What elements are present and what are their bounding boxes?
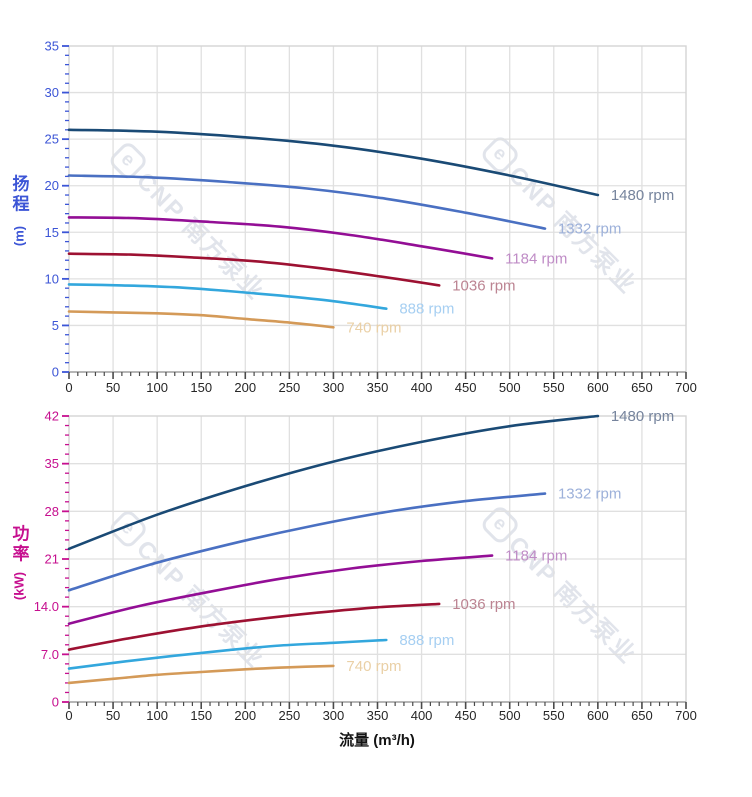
x-axis: 0 50 100 150 200 250 300 350 400 450 500 550 600 650 7…	[65, 702, 697, 723]
y-tick-label: 21	[45, 552, 59, 567]
curve-label-1480rpm: 1480 rpm	[611, 187, 674, 204]
x-tick-label: 100	[146, 380, 168, 395]
curve-740rpm	[67, 664, 335, 685]
curve-label-1332rpm: 1332 rpm	[558, 221, 621, 238]
curve-label-1036rpm: 1036 rpm	[452, 277, 515, 294]
curve-label-1036rpm: 1036 rpm	[452, 596, 515, 613]
x-tick-label: 500	[499, 708, 521, 723]
curve-1184rpm	[67, 554, 494, 625]
power-axis-title-text: 功率	[9, 524, 29, 565]
curve-1036rpm	[67, 602, 441, 651]
power-axis-title: 功率 (kW)	[4, 524, 34, 601]
x-tick-label: 150	[190, 380, 212, 395]
x-tick-label: 700	[675, 380, 697, 395]
curve-888rpm	[67, 638, 388, 670]
x-tick-label: 600	[587, 708, 609, 723]
head-axis-title-text: 扬程	[9, 174, 29, 215]
chart-power: 0 50 100 150 200 250 300 350 400 450 500 550 600 650 7…	[34, 408, 697, 723]
x-tick-label: 0	[65, 380, 72, 395]
x-tick-label: 600	[587, 380, 609, 395]
x-tick-label: 700	[675, 708, 697, 723]
curve-label-1184rpm: 1184 rpm	[505, 250, 567, 267]
x-axis: 0 50 100 150 200 250 300 350 400 450 500 550 600 650 7…	[65, 372, 697, 395]
curve-1332rpm	[67, 492, 547, 592]
x-tick-label: 250	[279, 380, 301, 395]
x-tick-label: 50	[106, 380, 120, 395]
curve-label-740rpm: 740 rpm	[346, 319, 401, 336]
x-tick-label: 100	[146, 708, 168, 723]
power-axis-title-unit: (kW)	[11, 571, 27, 601]
x-tick-label: 550	[543, 708, 565, 723]
x-tick-label: 350	[367, 380, 389, 395]
x-tick-label: 550	[543, 380, 565, 395]
flow-axis-title: 流量 (m³/h)	[339, 732, 415, 749]
y-tick-label: 15	[45, 225, 59, 240]
curve-1480rpm	[67, 414, 600, 551]
y-tick-label: 10	[45, 271, 59, 286]
x-tick-label: 150	[190, 708, 212, 723]
y-tick-label: 7.0	[41, 647, 59, 662]
y-tick-label: 14.0	[34, 599, 59, 614]
y-tick-label: 42	[45, 409, 59, 424]
curve-label-740rpm: 740 rpm	[346, 658, 401, 675]
curve-1184rpm	[67, 216, 494, 260]
y-tick-label: 20	[45, 178, 59, 193]
y-tick-label: 25	[45, 132, 59, 147]
x-tick-label: 250	[279, 708, 301, 723]
y-tick-label: 5	[52, 318, 59, 333]
curve-888rpm	[67, 283, 388, 310]
y-tick-label: 0	[52, 695, 59, 710]
curve-label-1332rpm: 1332 rpm	[558, 486, 621, 503]
gridlines	[69, 46, 686, 372]
curve-label-888rpm: 888 rpm	[399, 301, 454, 318]
x-tick-label: 450	[455, 708, 477, 723]
curve-1480rpm	[67, 128, 600, 197]
x-tick-label: 0	[65, 708, 72, 723]
x-tick-label: 450	[455, 380, 477, 395]
x-tick-label: 50	[106, 708, 120, 723]
x-tick-label: 200	[234, 380, 256, 395]
y-tick-label: 0	[52, 365, 59, 380]
gridlines	[69, 416, 686, 702]
x-tick-label: 300	[323, 708, 345, 723]
y-tick-label: 30	[45, 85, 59, 100]
curve-label-1480rpm: 1480 rpm	[611, 408, 674, 425]
chart-head: 0 50 100 150 200 250 300 350 400 450 500 550 600 650 7…	[45, 39, 697, 396]
y-axis: 0 5 10 15 20 25 30 35	[45, 39, 69, 380]
curve-1036rpm	[67, 252, 441, 287]
curve-740rpm	[67, 310, 335, 329]
x-tick-label: 650	[631, 708, 653, 723]
head-axis-title-unit: (m)	[11, 225, 27, 247]
y-axis: 0 7.0 14.0 21 28 35 42	[34, 409, 69, 710]
curve-label-1184rpm: 1184 rpm	[505, 548, 567, 565]
y-tick-label: 35	[45, 456, 59, 471]
y-tick-label: 35	[45, 39, 59, 54]
x-tick-label: 500	[499, 380, 521, 395]
x-tick-label: 350	[367, 708, 389, 723]
x-tick-label: 400	[411, 380, 433, 395]
x-tick-label: 200	[234, 708, 256, 723]
curve-1332rpm	[67, 174, 547, 230]
head-axis-title: 扬程 (m)	[4, 174, 34, 247]
x-tick-label: 300	[323, 380, 345, 395]
y-tick-label: 28	[45, 504, 59, 519]
x-tick-label: 400	[411, 708, 433, 723]
curve-label-888rpm: 888 rpm	[399, 632, 454, 649]
x-tick-label: 650	[631, 380, 653, 395]
